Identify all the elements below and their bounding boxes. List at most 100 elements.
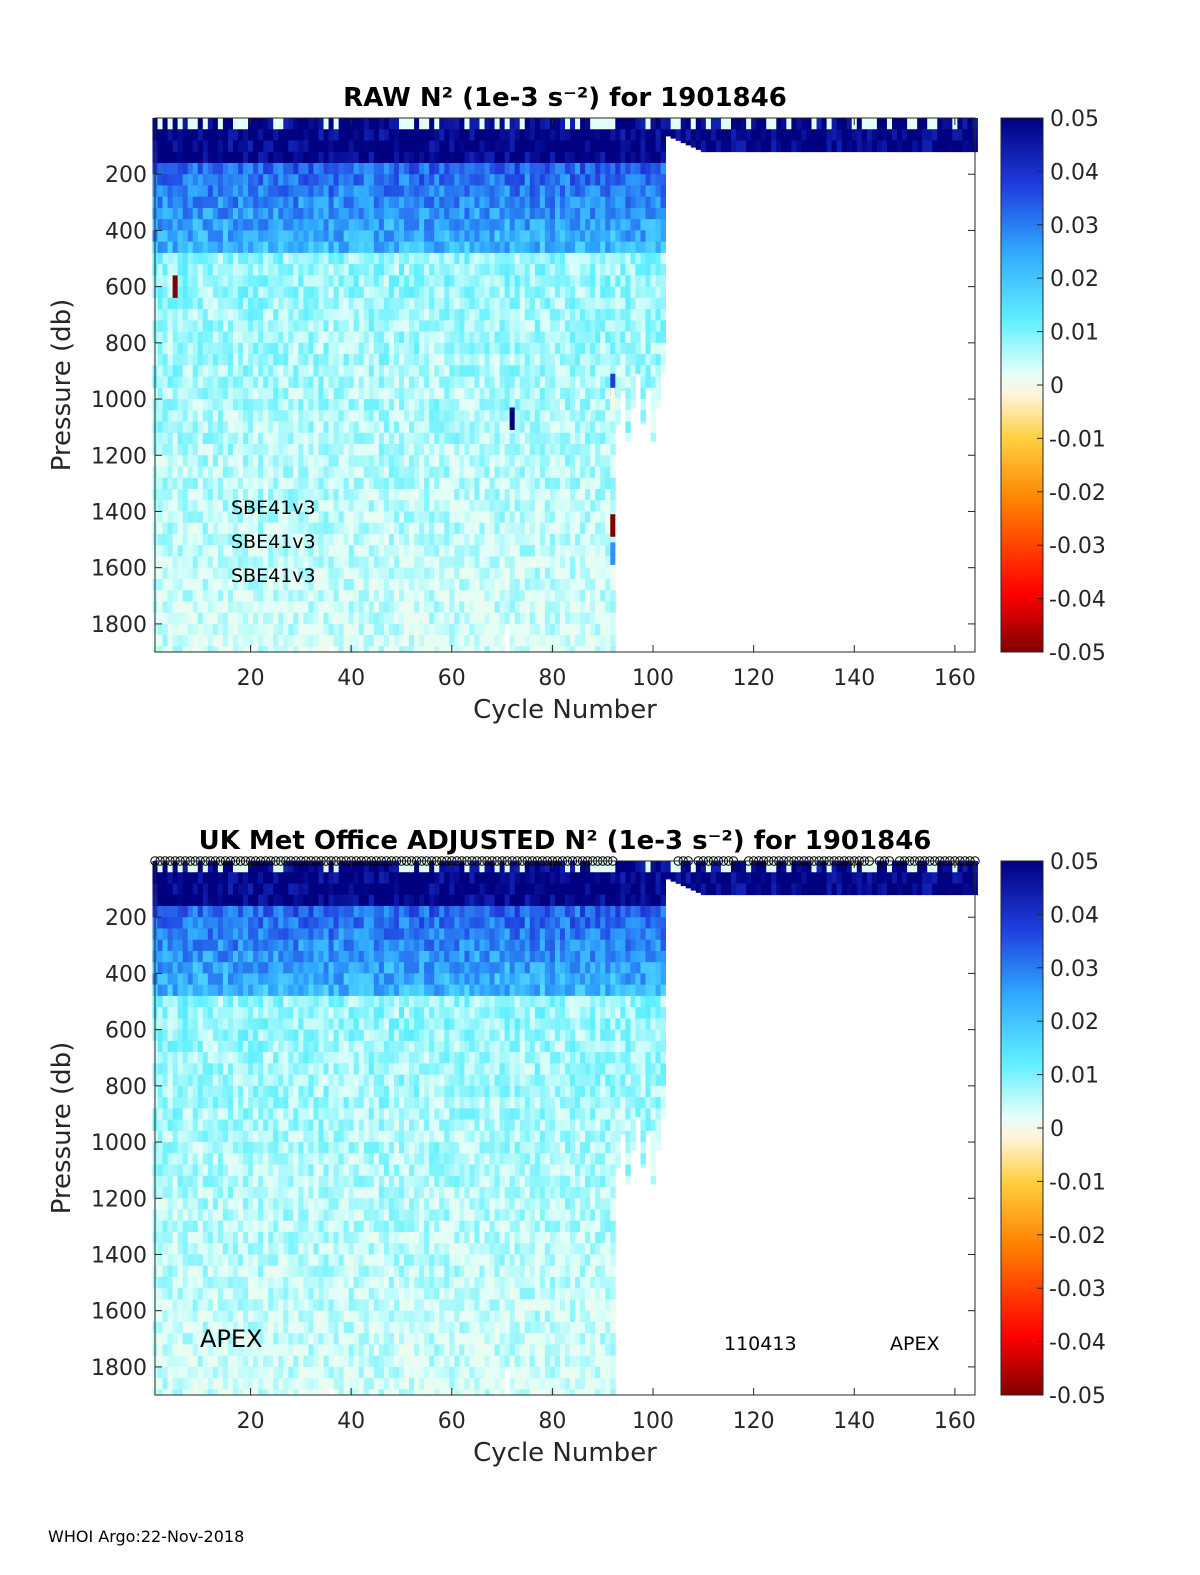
- heatmap-cell: [348, 612, 355, 625]
- heatmap-cell: [162, 230, 168, 243]
- heatmap-cell: [192, 354, 199, 366]
- heatmap-cell: [575, 567, 581, 580]
- heatmap-cell: [313, 432, 319, 445]
- heatmap-cell: [585, 578, 591, 591]
- heatmap-cell: [595, 207, 601, 220]
- heatmap-cell: [595, 185, 601, 198]
- heatmap-cell: [192, 162, 199, 175]
- heatmap-cell: [177, 241, 184, 254]
- heatmap-cell: [549, 488, 556, 501]
- heatmap-cell: [630, 264, 636, 276]
- heatmap-cell: [293, 399, 299, 411]
- heatmap-cell: [378, 252, 385, 265]
- heatmap-cell: [534, 387, 541, 400]
- heatmap-cell: [585, 297, 591, 310]
- heatmap-cell: [524, 354, 531, 366]
- heatmap-cell: [464, 578, 470, 591]
- heatmap-cell: [353, 241, 360, 254]
- heatmap-cell: [293, 207, 299, 220]
- heatmap-cell: [570, 410, 576, 422]
- heatmap-cell: [263, 230, 269, 243]
- heatmap-cell: [182, 230, 189, 243]
- heatmap-cell: [283, 635, 289, 647]
- heatmap-cell: [318, 264, 324, 276]
- heatmap-cell: [554, 174, 561, 186]
- heatmap-cell: [293, 219, 299, 231]
- heatmap-cell: [278, 286, 284, 299]
- heatmap-cell: [806, 129, 812, 141]
- heatmap-cell: [479, 601, 485, 614]
- heatmap-cell: [358, 500, 365, 512]
- heatmap-cell: [554, 466, 561, 479]
- heatmap-cell: [429, 376, 435, 389]
- heatmap-cell: [368, 320, 375, 332]
- heatmap-cell: [570, 511, 576, 524]
- heatmap-cell: [409, 207, 415, 220]
- colorbar-tick-label: -0.02: [1049, 481, 1106, 506]
- heatmap-cell: [212, 567, 219, 580]
- heatmap-cell: [318, 162, 324, 175]
- heatmap-cell: [459, 612, 465, 625]
- heatmap-cell: [635, 252, 641, 265]
- heatmap-cell: [559, 174, 566, 186]
- heatmap-cell: [348, 601, 355, 614]
- heatmap-cell: [434, 241, 440, 254]
- heatmap-cell: [243, 162, 249, 175]
- heatmap-cell: [313, 376, 319, 389]
- heatmap-cell: [499, 578, 506, 591]
- heatmap-cell: [419, 354, 425, 366]
- heatmap-cell: [524, 275, 531, 288]
- heatmap-cell: [519, 230, 526, 243]
- heatmap-cell: [343, 500, 350, 512]
- heatmap-cell: [489, 275, 495, 288]
- heatmap-cell: [283, 567, 289, 580]
- heatmap-cell: [509, 500, 516, 512]
- heatmap-cell: [258, 207, 264, 220]
- heatmap-cell: [172, 444, 179, 456]
- heatmap-cell: [162, 207, 168, 220]
- heatmap-cell: [278, 129, 284, 141]
- heatmap-cell: [439, 511, 445, 524]
- heatmap-cell: [766, 140, 772, 153]
- heatmap-cell: [363, 578, 370, 591]
- heatmap-cell: [378, 410, 385, 422]
- heatmap-cell: [690, 118, 697, 130]
- heatmap-cell: [414, 477, 420, 490]
- heatmap-cell: [650, 297, 656, 310]
- heatmap-cell: [600, 174, 606, 186]
- heatmap-cell: [524, 444, 531, 456]
- heatmap-cell: [227, 140, 234, 153]
- heatmap-cell: [263, 331, 269, 344]
- heatmap-cell: [378, 612, 385, 625]
- heatmap-cell: [484, 601, 490, 614]
- heatmap-cell: [565, 354, 571, 366]
- heatmap-cell: [625, 151, 631, 164]
- heatmap-cell: [414, 432, 420, 445]
- heatmap-cell: [494, 646, 500, 653]
- heatmap-cell: [559, 612, 566, 625]
- heatmap-cell: [434, 567, 440, 580]
- heatmap-cell: [167, 399, 174, 411]
- heatmap-cell: [323, 533, 329, 546]
- heatmap-cell: [444, 342, 450, 355]
- heatmap-cell: [524, 162, 531, 175]
- heatmap-cell: [363, 162, 370, 175]
- heatmap-cell: [182, 533, 189, 546]
- heatmap-cell: [409, 466, 415, 479]
- heatmap-cell: [338, 556, 345, 569]
- heatmap-cell: [464, 556, 470, 569]
- heatmap-cell: [318, 185, 324, 198]
- heatmap-cell: [489, 399, 495, 411]
- heatmap-cell: [243, 331, 249, 344]
- heatmap-cell: [635, 162, 641, 175]
- heatmap-cell: [575, 151, 581, 164]
- heatmap-cell: [177, 601, 184, 614]
- heatmap-cell: [439, 623, 445, 636]
- heatmap-cell: [308, 185, 314, 198]
- heatmap-cell: [479, 399, 485, 411]
- heatmap-cell: [238, 601, 244, 614]
- heatmap-cell: [338, 151, 345, 164]
- heatmap-cell: [248, 590, 254, 602]
- heatmap-cell: [605, 399, 611, 411]
- heatmap-cell: [459, 601, 465, 614]
